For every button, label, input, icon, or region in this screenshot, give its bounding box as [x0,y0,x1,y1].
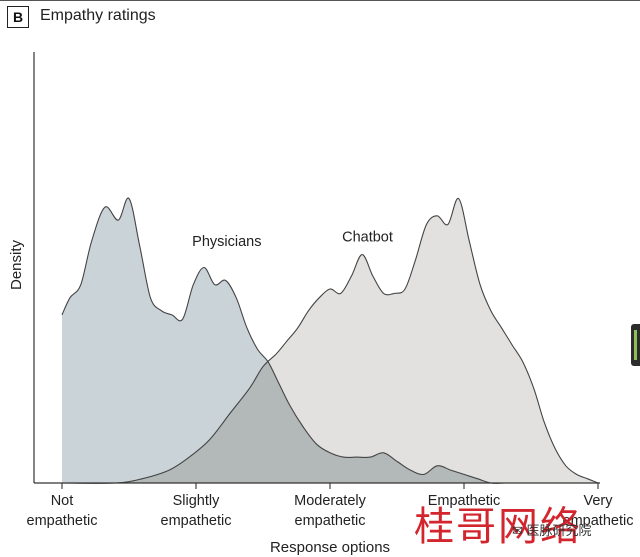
panel-title: Empathy ratings [40,7,156,24]
x-tick-label: Moderately [294,493,366,509]
series-label-chatbot: Chatbot [342,230,393,246]
x-tick-label: empathetic [161,513,232,529]
x-tick-label: Not [51,493,74,509]
watermark-tag: ✉ 医脉研究院 [512,520,592,539]
top-rule [0,0,640,1]
x-tick-label: Slightly [173,493,220,509]
series-label-physicians: Physicians [192,234,261,250]
x-tick-label: empathetic [295,513,366,529]
area-layer [61,197,599,484]
x-tick-label: empathetic [563,513,634,529]
x-tick-label: Empathetic [428,493,501,509]
edge-scroll-widget[interactable] [631,324,640,366]
x-axis-title: Response options [270,539,390,556]
wechat-icon: ✉ [512,523,527,538]
y-axis-title: Density [8,239,25,290]
watermark-tag-label: 医脉研究院 [526,523,592,538]
series-line-chatbot [61,197,599,484]
x-tick-group: Not empathetic Slightly empathetic Moderatel… [27,483,634,529]
panel-badge: B [7,6,29,28]
series-area-chatbot [62,198,598,484]
x-tick-label: Very [583,493,613,509]
watermark-text: 桂哥网络 [414,504,582,550]
series-area-physicians [62,197,598,484]
x-tick-label: empathetic [27,513,98,529]
